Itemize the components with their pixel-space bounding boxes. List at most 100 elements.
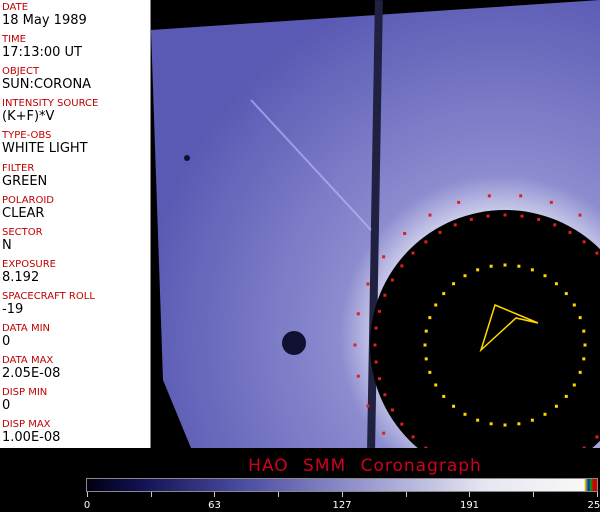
grid-point bbox=[530, 418, 534, 422]
grid-point bbox=[543, 412, 547, 416]
grid-point bbox=[486, 214, 490, 218]
coronal-streak bbox=[250, 99, 372, 231]
grid-point bbox=[442, 292, 446, 296]
grid-point bbox=[457, 200, 461, 204]
field-label: FILTER bbox=[2, 162, 35, 174]
grid-point bbox=[383, 293, 387, 297]
grid-point bbox=[356, 312, 360, 316]
colorbar-tick-label: 63 bbox=[208, 500, 221, 511]
field-label: DATE bbox=[2, 2, 29, 13]
grid-point bbox=[424, 329, 428, 333]
grid-point bbox=[564, 292, 568, 296]
field-value: 17:13:00 UT bbox=[2, 45, 82, 61]
grid-point bbox=[568, 230, 572, 234]
grid-point bbox=[503, 423, 507, 427]
grid-point bbox=[582, 240, 586, 244]
grid-point bbox=[537, 217, 541, 221]
grid-point bbox=[503, 263, 507, 267]
grid-point bbox=[572, 383, 576, 387]
grid-point bbox=[519, 194, 523, 198]
field-value: 18 May 1989 bbox=[2, 13, 87, 28]
grid-point bbox=[520, 214, 524, 218]
grid-point bbox=[428, 213, 432, 217]
grid-point bbox=[572, 303, 576, 307]
metadata-panel: DATE 18 May 1989 TIME 17:13:00 UT OBJECT SUN:… bbox=[0, 0, 151, 448]
grid-point bbox=[403, 232, 407, 236]
field-label: POLAROID bbox=[2, 194, 55, 206]
grid-point bbox=[476, 268, 480, 272]
grid-point bbox=[517, 264, 521, 268]
field-label: TIME bbox=[2, 34, 27, 46]
colorbar-tick bbox=[341, 492, 343, 497]
grid-point bbox=[411, 251, 415, 255]
colorbar-tick bbox=[214, 492, 216, 497]
grid-point bbox=[442, 394, 446, 398]
grid-point bbox=[377, 309, 381, 313]
colorbar-tick bbox=[596, 492, 598, 497]
field-label: INTENSITY SOURCE bbox=[2, 98, 99, 110]
grid-point bbox=[489, 264, 493, 268]
grid-point bbox=[366, 282, 370, 286]
colorbar-tick bbox=[405, 492, 407, 497]
field-label: DISP MIN bbox=[2, 387, 48, 399]
grid-point bbox=[356, 374, 360, 378]
grid-point bbox=[582, 329, 586, 333]
field-label: OBJECT bbox=[2, 66, 40, 78]
colorbar-tick bbox=[150, 492, 152, 497]
field-value: 0 bbox=[2, 398, 11, 414]
grid-point bbox=[353, 343, 357, 347]
grid-point bbox=[428, 316, 432, 320]
field-label: DISP MAX bbox=[2, 419, 51, 431]
grid-point bbox=[438, 230, 442, 234]
field-value: -19 bbox=[2, 301, 24, 317]
grid-point bbox=[424, 357, 428, 361]
grid-point bbox=[582, 446, 586, 448]
field-value: CLEAR bbox=[2, 205, 45, 221]
grid-point bbox=[382, 431, 386, 435]
grid-point bbox=[382, 255, 386, 259]
field-value: WHITE LIGHT bbox=[2, 141, 88, 157]
grid-point bbox=[554, 282, 558, 286]
grid-point bbox=[428, 370, 432, 374]
field-value: 0 bbox=[2, 334, 11, 349]
grid-point bbox=[530, 268, 534, 272]
grid-point bbox=[463, 412, 467, 416]
grid-point bbox=[390, 278, 394, 282]
field-value: (K+F)*V bbox=[2, 109, 55, 125]
grid-point bbox=[489, 422, 493, 426]
grid-point bbox=[390, 408, 394, 412]
grid-point bbox=[400, 422, 404, 426]
dark-spot bbox=[184, 155, 190, 161]
grid-point bbox=[476, 418, 480, 422]
grid-point bbox=[374, 326, 378, 330]
field-value: 8.192 bbox=[2, 269, 40, 285]
grid-point bbox=[553, 223, 557, 227]
grid-point bbox=[487, 194, 491, 198]
dark-spot bbox=[282, 331, 306, 355]
grid-point bbox=[373, 343, 377, 347]
grid-point bbox=[554, 404, 558, 408]
grid-point bbox=[366, 404, 370, 408]
grid-point bbox=[564, 394, 568, 398]
colorbar-tick-label: 255 bbox=[587, 500, 600, 511]
grid-point bbox=[424, 240, 428, 244]
grid-point bbox=[549, 200, 553, 204]
colorbar-tick-label: 191 bbox=[459, 500, 480, 511]
field-value: GREEN bbox=[2, 173, 48, 189]
field-label: SPACECRAFT ROLL bbox=[2, 290, 95, 302]
occulting-disk bbox=[370, 210, 600, 448]
coronagraph-image bbox=[151, 0, 600, 448]
grid-point bbox=[423, 343, 427, 347]
field-label: EXPOSURE bbox=[2, 258, 57, 270]
grid-point bbox=[383, 393, 387, 397]
colorbar-tick-label: 127 bbox=[332, 500, 352, 511]
grid-point bbox=[578, 213, 582, 217]
grid-point bbox=[583, 343, 587, 347]
field-value: SUN:CORONA bbox=[2, 77, 92, 93]
field-value: 1.00E-08 bbox=[2, 430, 61, 446]
grid-point bbox=[595, 251, 599, 255]
color-bar bbox=[86, 478, 598, 492]
grid-point bbox=[453, 223, 457, 227]
colorbar-tick bbox=[532, 492, 534, 497]
grid-point bbox=[517, 422, 521, 426]
